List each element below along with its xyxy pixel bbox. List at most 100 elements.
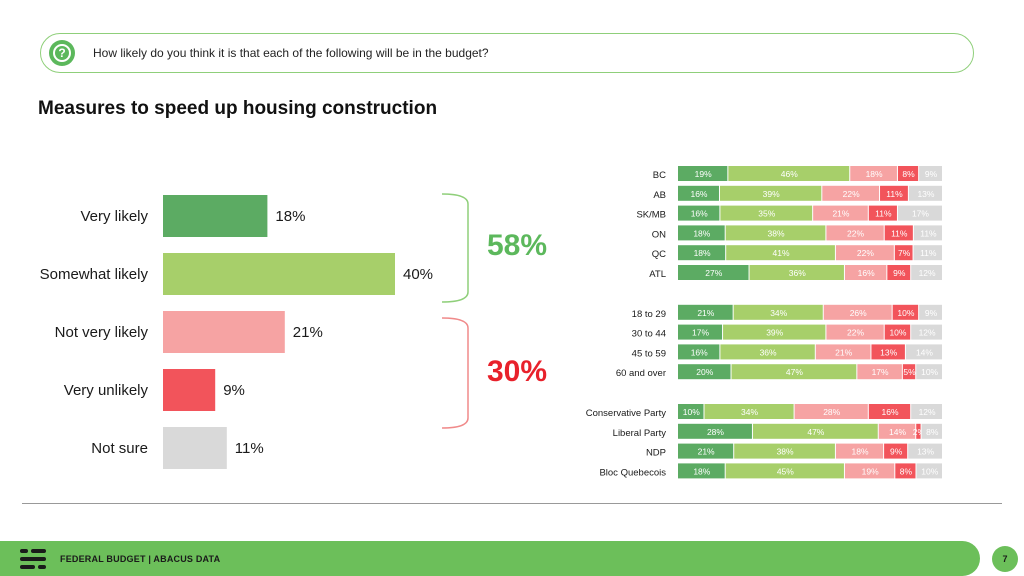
segment-label: 27%: [705, 268, 722, 278]
segment-label: 18%: [694, 248, 711, 258]
stacked-segment: [902, 364, 916, 380]
segment-label: 11%: [920, 248, 937, 258]
segment-label: 11%: [875, 209, 892, 219]
segment-label: 38%: [777, 447, 794, 457]
stacked-segment: [678, 225, 725, 241]
segment-label: 8%: [926, 427, 939, 437]
stacked-segment: [897, 166, 919, 181]
data-label: 21%: [293, 324, 323, 341]
stacked-segment: [733, 304, 823, 320]
segment-label: 8%: [900, 466, 913, 476]
data-label: 40%: [403, 266, 433, 283]
segment-label: 20%: [696, 367, 713, 377]
unlikely-bracket: [441, 317, 469, 429]
segment-label: 9%: [893, 268, 906, 278]
stacked-segment: [678, 185, 719, 201]
question-box: ? How likely do you think it is that eac…: [40, 33, 974, 73]
segment-label: 18%: [852, 447, 869, 457]
category-label: Somewhat likely: [40, 266, 149, 283]
segment-label: 9%: [890, 447, 903, 457]
stacked-segment: [678, 166, 728, 181]
bar: [163, 311, 285, 353]
stacked-segment: [678, 423, 752, 439]
segment-label: 21%: [835, 347, 852, 357]
stacked-segment: [678, 304, 733, 320]
category-label: Very likely: [80, 208, 148, 225]
segment-label: 18%: [693, 466, 710, 476]
bar: [163, 369, 216, 411]
stacked-segment: [678, 324, 723, 340]
segment-label: 45%: [777, 466, 794, 476]
footer-divider: [22, 503, 1002, 504]
segment-label: 13%: [917, 189, 934, 199]
stacked-segment: [857, 364, 902, 380]
stacked-segment: [678, 463, 725, 479]
segment-label: 10%: [683, 407, 700, 417]
segment-label: 19%: [695, 169, 712, 179]
segment-label: 16%: [858, 268, 875, 278]
segment-label: 22%: [857, 248, 874, 258]
segment-label: 11%: [920, 228, 937, 238]
stacked-segment: [884, 225, 913, 241]
data-label: 11%: [235, 440, 264, 457]
segment-label: 14%: [916, 347, 933, 357]
chart-title: Measures to speed up housing constructio…: [38, 98, 438, 119]
segment-label: 22%: [847, 228, 864, 238]
segment-label: 46%: [781, 169, 798, 179]
segment-label: 41%: [773, 248, 790, 258]
segment-label: 17%: [872, 367, 889, 377]
segment-label: 12%: [919, 407, 936, 417]
segment-label: 12%: [919, 268, 936, 278]
summary-brackets: [441, 193, 469, 429]
stacked-segment: [723, 324, 826, 340]
stacked-segment: [884, 443, 908, 459]
stacked-segment: [844, 265, 887, 280]
category-label: Not very likely: [55, 324, 149, 341]
segment-label: 34%: [770, 308, 787, 318]
stacked-segment: [919, 304, 942, 320]
segment-label: 47%: [807, 427, 824, 437]
stacked-segment: [678, 205, 720, 221]
stacked-segment: [916, 423, 921, 439]
segment-label: 28%: [707, 427, 724, 437]
row-label: Conservative Party: [586, 408, 667, 419]
unlikely-total: 30%: [487, 355, 548, 388]
segment-label: 19%: [862, 466, 879, 476]
stacked-bar-chart: BC 19% 46% 18% 8% 9% AB 16% 39% 22% 11% 13% SK/MB 16%…: [586, 166, 942, 479]
stacked-segment: [731, 364, 857, 380]
bar: [163, 427, 227, 469]
segment-label: 10%: [921, 367, 938, 377]
row-label: ATL: [649, 269, 666, 280]
segment-label: 22%: [847, 328, 864, 338]
stacked-segment: [725, 225, 826, 241]
stacked-segment: [913, 245, 942, 261]
segment-label: 21%: [698, 447, 715, 457]
footer-text: FEDERAL BUDGET | ABACUS DATA: [60, 553, 221, 564]
stacked-segment: [884, 324, 911, 340]
stacked-segment: [720, 344, 815, 360]
stacked-segment: [678, 364, 731, 380]
likely-bracket: [441, 193, 469, 303]
stacked-segment: [897, 205, 942, 221]
row-label: ON: [652, 229, 666, 240]
stacked-segment: [880, 185, 908, 201]
stacked-segment: [678, 443, 734, 459]
segment-label: 39%: [766, 328, 783, 338]
footer-bar: FEDERAL BUDGET | ABACUS DATA: [0, 541, 980, 576]
stacked-segment: [726, 245, 835, 261]
main-bar-chart: Very likely 18% Somewhat likely 40% Not very…: [40, 195, 433, 469]
stacked-segment: [871, 344, 905, 360]
stacked-segment: [921, 423, 942, 439]
segment-label: 16%: [691, 209, 708, 219]
segment-label: 10%: [921, 466, 938, 476]
data-label: 9%: [223, 382, 245, 399]
stacked-segment: [823, 304, 892, 320]
segment-label: 18%: [866, 169, 883, 179]
segment-label: 11%: [891, 228, 908, 238]
segment-label: 21%: [697, 308, 714, 318]
stacked-segment: [878, 423, 916, 439]
abacus-logo-icon: [20, 548, 46, 569]
stacked-segment: [892, 304, 919, 320]
row-label: SK/MB: [636, 210, 666, 221]
segment-label: 8%: [902, 169, 915, 179]
